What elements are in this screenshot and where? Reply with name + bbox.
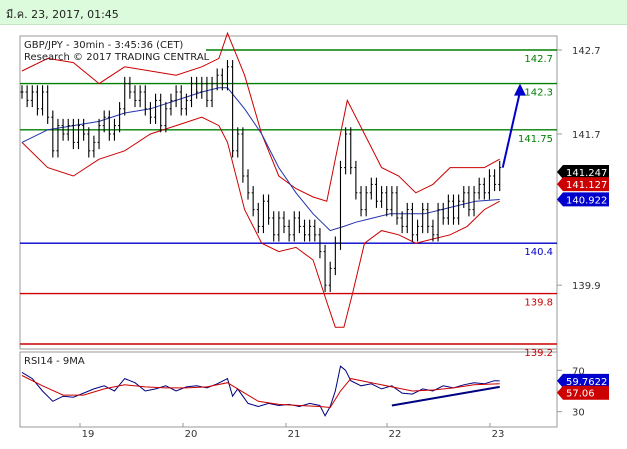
x-tick-label: 22 — [389, 429, 402, 440]
x-tick-label: 19 — [82, 429, 95, 440]
rsi-tag-label: 59.7622 — [566, 377, 607, 388]
rsi-tag-shape — [557, 385, 609, 400]
price-tag-label: 140.922 — [566, 195, 607, 206]
y-tick-label: 139.9 — [572, 281, 601, 292]
x-tick-label: 21 — [288, 429, 301, 440]
price-tag-shape — [557, 165, 609, 180]
rsi-indicator-label: RSI14 - 9MA — [24, 356, 85, 367]
price-tag: 141.127 — [557, 177, 609, 192]
price-tag-label: 141.127 — [566, 180, 607, 191]
rsi-ma-line — [21, 375, 500, 409]
level-label: 139.2 — [524, 348, 553, 359]
rsi-tag: 59.7622 — [557, 373, 609, 388]
chart-info-line1: GBP/JPY - 30min - 3:45:36 (CET) — [24, 40, 183, 51]
bollinger-upper-line — [21, 31, 500, 202]
rsi-y-tick-label: 30 — [572, 408, 585, 419]
top-bar: มี.ค. 23, 2017, 01:45 — [0, 0, 627, 25]
level-label: 142.3 — [524, 88, 553, 99]
timestamp-label: มี.ค. 23, 2017, 01:45 — [6, 8, 119, 21]
forecast-arrow-head — [514, 83, 526, 96]
x-tick-label: 23 — [492, 429, 505, 440]
price-tag-shape — [557, 177, 609, 192]
y-tick-label: 141.7 — [572, 130, 601, 141]
rsi-y-tick-label: 70 — [572, 366, 585, 377]
price-tag-shape — [557, 192, 609, 207]
rsi-tag-label: 57.06 — [566, 389, 595, 400]
y-tick-label: 142.7 — [572, 46, 601, 57]
level-label: 140.4 — [524, 247, 553, 258]
level-label: 142.7 — [524, 54, 553, 65]
chart-info-line2: Research © 2017 TRADING CENTRAL — [24, 52, 210, 63]
rsi-line — [21, 365, 500, 417]
level-label: 139.8 — [524, 298, 553, 309]
rsi-tag: 57.06 — [557, 385, 609, 400]
bollinger-lower-line — [21, 116, 500, 328]
rsi-trendline — [391, 385, 500, 407]
moving-average-line — [21, 87, 500, 232]
rsi-tag-shape — [557, 373, 609, 388]
x-tick-label: 20 — [185, 429, 198, 440]
price-tag-label: 141.247 — [566, 168, 607, 179]
forecast-arrow-line — [501, 91, 521, 168]
price-tag: 140.922 — [557, 192, 609, 207]
level-label: 141.75 — [518, 134, 553, 145]
price-tag: 141.247 — [557, 165, 609, 180]
